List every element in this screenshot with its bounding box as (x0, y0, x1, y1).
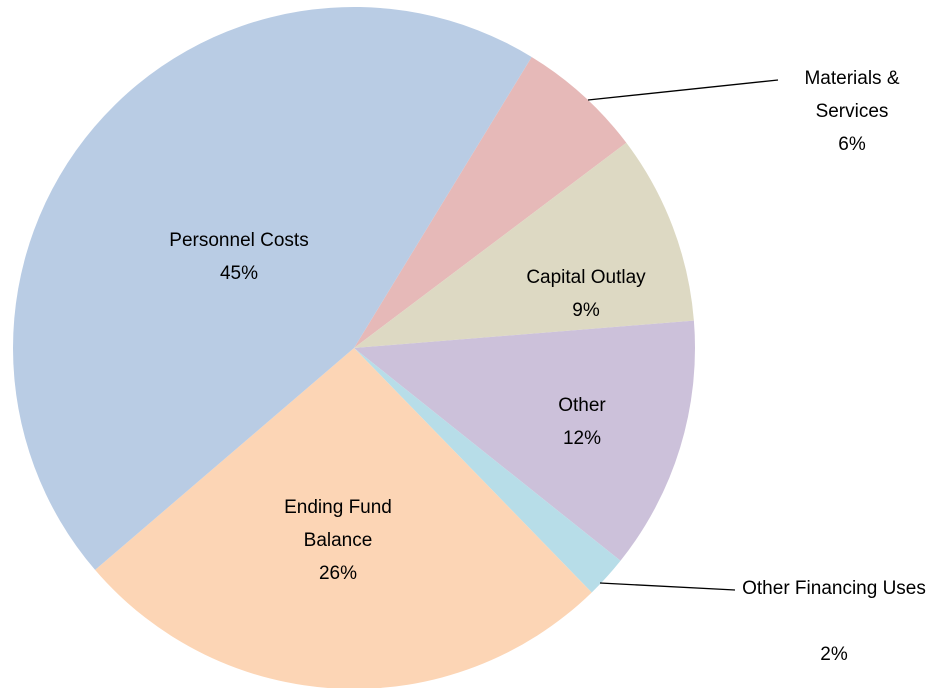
pie-slice (354, 348, 621, 593)
slice-value-label: 26% (318, 562, 358, 584)
slice-value-label: 12% (562, 427, 602, 449)
pie-slice (354, 320, 695, 561)
leader-line (587, 79, 779, 101)
slice-label: Materials & Services (804, 67, 900, 122)
slice-label: Other Financing Uses (742, 577, 926, 599)
slice-label: Other (558, 394, 606, 416)
slice-value-label: 45% (219, 262, 259, 284)
slice-value-label: 9% (572, 299, 600, 321)
slice-value-label: 2% (820, 643, 848, 665)
leader-line (599, 582, 736, 591)
slice-value-label: 6% (838, 133, 866, 155)
pie-slice (354, 56, 627, 348)
pie-slice (13, 7, 532, 570)
slice-label: Ending Fund Balance (284, 496, 392, 551)
slice-label: Personnel Costs (169, 229, 309, 251)
pie-slice (354, 142, 694, 348)
slice-label: Capital Outlay (526, 266, 646, 288)
pie-slice (95, 348, 592, 688)
